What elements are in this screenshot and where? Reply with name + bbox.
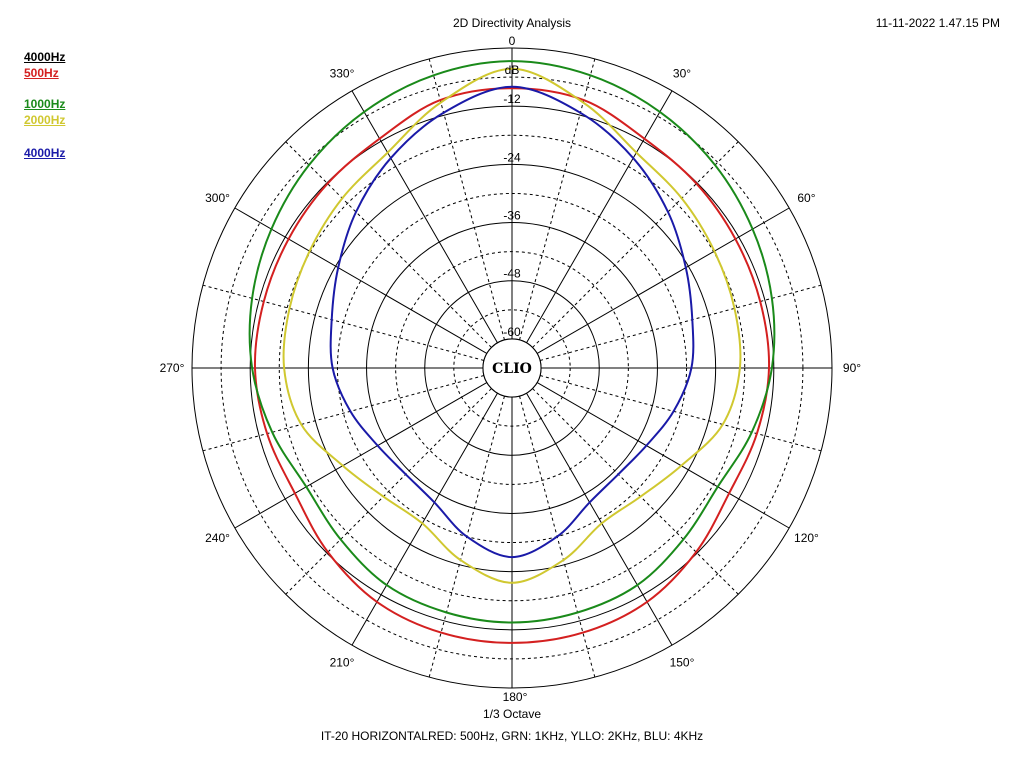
directivity-curves — [248, 60, 776, 644]
grid-spoke — [532, 388, 739, 595]
timestamp: 11-11-2022 1.47.15 PM — [875, 16, 1000, 30]
grid-spoke — [202, 375, 485, 452]
grid-spoke — [285, 388, 492, 595]
legend-item-500hz: 500Hz — [24, 66, 59, 80]
smoothing-label: 1/3 Octave — [482, 707, 542, 721]
grid-spoke — [428, 58, 505, 341]
angle-tick-label: 270° — [160, 361, 185, 375]
chart-caption: IT-20 HORIZONTALRED: 500Hz, GRN: 1KHz, Y… — [320, 729, 704, 743]
grid-spoke — [532, 141, 739, 348]
grid-spoke — [285, 141, 492, 348]
grid-spoke — [539, 284, 822, 361]
legend-item-4000hz-black: 4000Hz — [24, 50, 66, 64]
series-curve-1000hz — [248, 60, 776, 624]
legend-item-1000hz: 1000Hz — [24, 97, 66, 111]
axis-labels: 0 30° 60° 90° 120° 150° 180° 210° 240° 270° 300° 33… — [160, 34, 862, 704]
grid-spoke — [536, 207, 790, 354]
radial-tick-label: -12 — [503, 92, 521, 106]
grid-spoke — [539, 375, 822, 452]
series-curve-4000hz — [329, 85, 695, 559]
grid-spoke — [234, 207, 488, 354]
clio-logo: CLIO — [482, 338, 542, 398]
angle-tick-label: 0 — [509, 34, 516, 48]
angle-tick-label: 120° — [794, 531, 819, 545]
chart-title: 2D Directivity Analysis — [452, 16, 572, 30]
grid-spoke — [526, 90, 673, 344]
series-curve-500hz — [253, 87, 771, 644]
clio-logo-text: CLIO — [492, 361, 532, 377]
angle-tick-label: 300° — [205, 191, 230, 205]
angle-tick-label: 210° — [330, 655, 355, 669]
radial-tick-label: -60 — [503, 325, 521, 339]
grid-spoke — [519, 58, 596, 341]
grid-spoke — [351, 392, 498, 646]
radial-tick-label: -48 — [503, 267, 521, 281]
grid-spoke — [202, 284, 485, 361]
radial-tick-label: -36 — [503, 209, 521, 223]
grid-spoke — [526, 392, 673, 646]
angle-tick-label: 180° — [503, 690, 528, 704]
grid-spoke — [351, 90, 498, 344]
angle-tick-label: 240° — [205, 531, 230, 545]
radial-tick-label: dB — [505, 63, 520, 77]
angle-tick-label: 150° — [670, 655, 695, 669]
legend-item-4000hz: 4000Hz — [24, 146, 66, 160]
grid-spoke — [536, 382, 790, 529]
angle-tick-label: 90° — [843, 361, 861, 375]
radial-tick-label: -24 — [503, 150, 521, 164]
series-curve-2000hz — [282, 67, 742, 584]
legend-item-2000hz: 2000Hz — [24, 113, 66, 127]
angle-tick-label: 60° — [797, 191, 815, 205]
angle-tick-label: 30° — [673, 67, 691, 81]
grid-spoke — [234, 382, 488, 529]
angle-tick-label: 330° — [330, 67, 355, 81]
